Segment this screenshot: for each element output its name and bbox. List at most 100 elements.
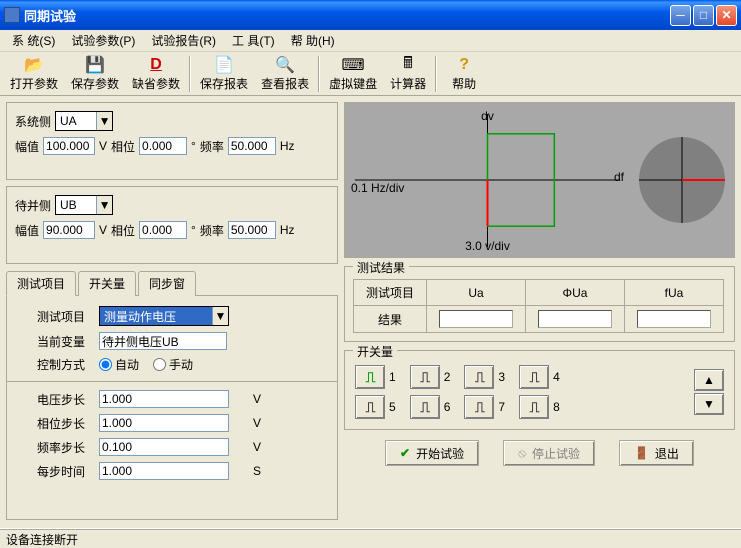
- tb-help[interactable]: ?帮助: [440, 53, 488, 94]
- curvar-label: 当前变量: [37, 333, 95, 350]
- spin-down-button[interactable]: ▼: [694, 393, 724, 415]
- ctrl-auto-radio[interactable]: 自动: [99, 356, 139, 373]
- switch-2[interactable]: ⎍: [410, 365, 440, 389]
- sys-channel-combo[interactable]: UA ▼: [55, 111, 113, 131]
- switch-5[interactable]: ⎍: [355, 395, 385, 419]
- tb-open-label: 打开参数: [10, 75, 58, 92]
- toolbar-sep-2: [318, 56, 320, 92]
- exit-button[interactable]: 🚪退出: [619, 440, 694, 466]
- calculator-icon: 🖩: [398, 55, 418, 75]
- chevron-down-icon[interactable]: ▼: [96, 112, 112, 130]
- tb-calc[interactable]: 🖩计算器: [384, 53, 432, 94]
- tb-saverpt-label: 保存报表: [200, 75, 248, 92]
- save-icon: 💾: [85, 55, 105, 75]
- stop-icon: ⦸: [518, 446, 526, 461]
- menu-help[interactable]: 帮 助(H): [283, 30, 343, 51]
- tb-vkbd[interactable]: ⌨虚拟键盘: [323, 53, 383, 94]
- switch-grid: ⎍1 ⎍2 ⎍3 ⎍4 ⎍5 ⎍6 ⎍7 ⎍8: [355, 365, 560, 419]
- phasor-circle: [639, 137, 725, 223]
- switch-6[interactable]: ⎍: [410, 395, 440, 419]
- results-table: 测试项目 结果 Ua ΦUa fUa: [353, 279, 726, 333]
- start-button[interactable]: ✔开始试验: [385, 440, 479, 466]
- ctrl-label: 控制方式: [37, 356, 95, 373]
- results-v1[interactable]: [439, 310, 513, 328]
- switch-8[interactable]: ⎍: [519, 395, 549, 419]
- spin-up-button[interactable]: ▲: [694, 369, 724, 391]
- results-v3[interactable]: [637, 310, 711, 328]
- results-v2[interactable]: [538, 310, 612, 328]
- tb-vkbd-label: 虚拟键盘: [329, 75, 377, 92]
- tb-default[interactable]: D缺省参数: [126, 53, 186, 94]
- menu-report[interactable]: 试验报告(R): [143, 30, 224, 51]
- par-amp-label: 幅值: [15, 222, 39, 239]
- phase-step-input[interactable]: [99, 414, 229, 432]
- report-save-icon: 📄: [214, 55, 234, 75]
- tb-saverpt[interactable]: 📄保存报表: [194, 53, 254, 94]
- par-amp-input[interactable]: [43, 221, 95, 239]
- dv-df-plot: dv df 0.1 Hz/div 3.0 v/div: [345, 103, 630, 257]
- exit-label: 退出: [655, 445, 679, 462]
- switch-1[interactable]: ⎍: [355, 365, 385, 389]
- sys-freq-unit: Hz: [280, 139, 295, 153]
- curvar-input[interactable]: [99, 332, 227, 350]
- help-icon: ?: [454, 55, 474, 75]
- tab-test-item[interactable]: 测试项目: [6, 271, 76, 296]
- switch-4[interactable]: ⎍: [519, 365, 549, 389]
- minimize-button[interactable]: ─: [670, 5, 691, 26]
- switch-3[interactable]: ⎍: [464, 365, 494, 389]
- plot-df-label: df: [614, 170, 624, 184]
- ctrl-manual-input[interactable]: [153, 358, 166, 371]
- results-col2: ΦUa: [526, 280, 624, 306]
- tb-calc-label: 计算器: [390, 75, 426, 92]
- toolbar: 📂打开参数 💾保存参数 D缺省参数 📄保存报表 🔍查看报表 ⌨虚拟键盘 🖩计算器…: [0, 52, 741, 96]
- results-row-label: 结果: [354, 306, 426, 332]
- chevron-down-icon[interactable]: ▼: [212, 307, 228, 325]
- stop-button[interactable]: ⦸停止试验: [503, 440, 595, 466]
- phasor-area: [630, 103, 734, 257]
- tb-viewrpt[interactable]: 🔍查看报表: [255, 53, 315, 94]
- menu-tools[interactable]: 工 具(T): [224, 30, 283, 51]
- ctrl-auto-input[interactable]: [99, 358, 112, 371]
- status-bar: 设备连接断开: [0, 528, 741, 548]
- par-phase-input[interactable]: [139, 221, 187, 239]
- tb-open[interactable]: 📂打开参数: [4, 53, 64, 94]
- volt-step-input[interactable]: [99, 390, 229, 408]
- switches-legend: 开关量: [353, 343, 397, 360]
- sys-amp-input[interactable]: [43, 137, 95, 155]
- results-col1: Ua: [427, 280, 525, 306]
- folder-open-icon: 📂: [24, 55, 44, 75]
- ctrl-manual-radio[interactable]: 手动: [153, 356, 193, 373]
- pulse-icon: ⎍: [530, 369, 539, 386]
- par-channel-combo[interactable]: UB ▼: [55, 195, 113, 215]
- results-col0: 测试项目: [354, 280, 426, 306]
- sys-amp-label: 幅值: [15, 138, 39, 155]
- time-step-input[interactable]: [99, 462, 229, 480]
- switch-spinner: ▲ ▼: [694, 369, 724, 415]
- tb-default-label: 缺省参数: [132, 75, 180, 92]
- chevron-down-icon[interactable]: ▼: [96, 196, 112, 214]
- close-button[interactable]: ✕: [716, 5, 737, 26]
- tab-switch[interactable]: 开关量: [78, 271, 136, 296]
- switch-7[interactable]: ⎍: [464, 395, 494, 419]
- par-phase-unit: °: [191, 223, 196, 237]
- menu-system[interactable]: 系 统(S): [4, 30, 63, 51]
- tb-help-label: 帮助: [452, 75, 476, 92]
- tab-sync-window[interactable]: 同步窗: [138, 271, 196, 296]
- tb-save[interactable]: 💾保存参数: [65, 53, 125, 94]
- tb-save-label: 保存参数: [71, 75, 119, 92]
- check-icon: ✔: [400, 446, 410, 460]
- switch-5-label: 5: [389, 400, 396, 414]
- sys-freq-input[interactable]: [228, 137, 276, 155]
- results-col3: fUa: [625, 280, 723, 306]
- par-amp-unit: V: [99, 223, 107, 237]
- freq-step-input[interactable]: [99, 438, 229, 456]
- ctrl-auto-label: 自动: [115, 356, 139, 373]
- pulse-icon: ⎍: [420, 399, 429, 416]
- par-freq-input[interactable]: [228, 221, 276, 239]
- par-side-label: 待并侧: [15, 197, 51, 214]
- maximize-button[interactable]: □: [693, 5, 714, 26]
- keyboard-icon: ⌨: [343, 55, 363, 75]
- menu-params[interactable]: 试验参数(P): [63, 30, 143, 51]
- sys-phase-input[interactable]: [139, 137, 187, 155]
- test-item-combo[interactable]: 测量动作电压 ▼: [99, 306, 229, 326]
